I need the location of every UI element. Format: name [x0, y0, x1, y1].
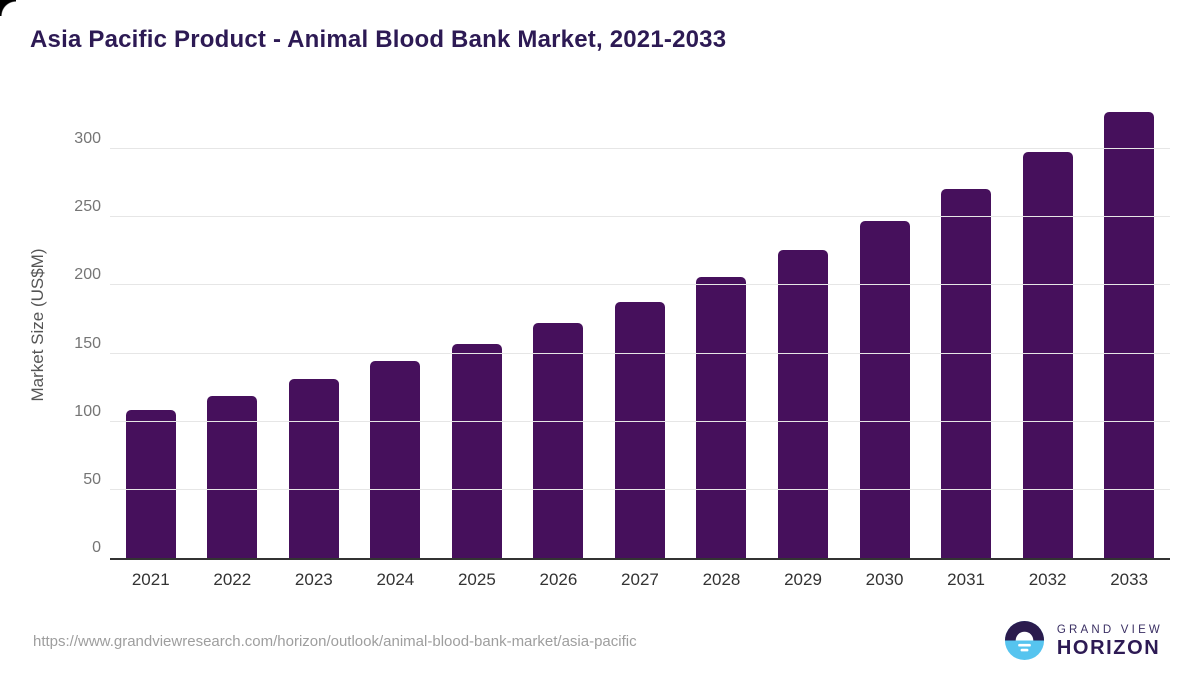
bar-column-2026: [518, 100, 600, 558]
x-label-2033: 2033: [1110, 570, 1149, 589]
logo-horizon-text: HORIZON: [1056, 636, 1161, 659]
x-label-2021: 2021: [131, 570, 170, 589]
bar-2028: [696, 277, 747, 558]
bar-2031: [941, 188, 992, 558]
x-label-2027: 2027: [621, 570, 659, 589]
bar-column-2023: [273, 100, 355, 558]
bar-2033: [1104, 112, 1155, 558]
x-label-2030: 2030: [865, 570, 904, 589]
bar-column-2029: [762, 100, 844, 558]
bar-2032: [1022, 152, 1073, 558]
y-tick-50: 50: [83, 470, 101, 488]
bar-2022: [207, 395, 258, 558]
x-label-2022: 2022: [213, 570, 252, 589]
x-label-2028: 2028: [702, 570, 741, 589]
y-tick-100: 100: [74, 402, 101, 420]
chart-title: Asia Pacific Product - Animal Blood Bank…: [30, 26, 727, 53]
x-label-2032: 2032: [1028, 570, 1067, 589]
plot-area: [110, 100, 1170, 560]
source-url: https://www.grandviewresearch.com/horizo…: [33, 633, 637, 650]
gridline-300: [110, 148, 1170, 150]
gridline-250: [110, 216, 1170, 218]
x-label-2026: 2026: [539, 570, 578, 589]
bar-column-2027: [599, 100, 681, 558]
gridline-200: [110, 284, 1170, 286]
bar-series: [110, 100, 1170, 558]
bar-column-2024: [355, 100, 437, 558]
y-tick-0: 0: [92, 539, 101, 556]
bar-2025: [451, 344, 502, 558]
bar-column-2030: [844, 100, 926, 558]
bar-column-2022: [192, 100, 274, 558]
gridline-50: [110, 488, 1170, 490]
bar-2024: [370, 361, 421, 558]
bar-column-2032: [1007, 100, 1089, 558]
y-tick-150: 150: [74, 334, 101, 352]
screenshot-corner-artifact: [0, 0, 16, 16]
y-tick-200: 200: [74, 266, 101, 284]
x-label-2024: 2024: [376, 570, 415, 589]
bar-column-2025: [436, 100, 518, 558]
bar-column-2033: [1088, 100, 1170, 558]
x-label-2031: 2031: [947, 570, 985, 589]
gridline-100: [110, 420, 1170, 422]
x-label-2029: 2029: [784, 570, 822, 589]
logo-text: GRAND VIEW HORIZON: [1057, 623, 1163, 659]
bar-column-2028: [681, 100, 763, 558]
y-axis-tick-labels: 0 50 100 150 200 250 300: [0, 100, 101, 558]
gridline-150: [110, 352, 1170, 354]
x-label-2025: 2025: [457, 570, 496, 589]
bar-2027: [614, 302, 665, 558]
x-axis-labels: 2021 2022 2023 2024 2025 2026 2027 2028 2029 2030…: [110, 568, 1170, 592]
bar-column-2031: [925, 100, 1007, 558]
bar-2026: [533, 323, 584, 558]
y-tick-300: 300: [74, 130, 101, 148]
y-tick-250: 250: [74, 198, 101, 216]
bar-2029: [778, 249, 829, 558]
horizon-sun-icon: [1004, 620, 1044, 661]
logo-grand-view-text: GRAND VIEW: [1056, 623, 1163, 636]
bar-column-2021: [110, 100, 192, 558]
grand-view-horizon-logo: GRAND VIEW HORIZON: [1003, 619, 1163, 662]
bar-2030: [859, 220, 910, 558]
bar-2021: [125, 409, 176, 558]
bar-2023: [288, 379, 339, 558]
x-label-2023: 2023: [294, 570, 333, 589]
